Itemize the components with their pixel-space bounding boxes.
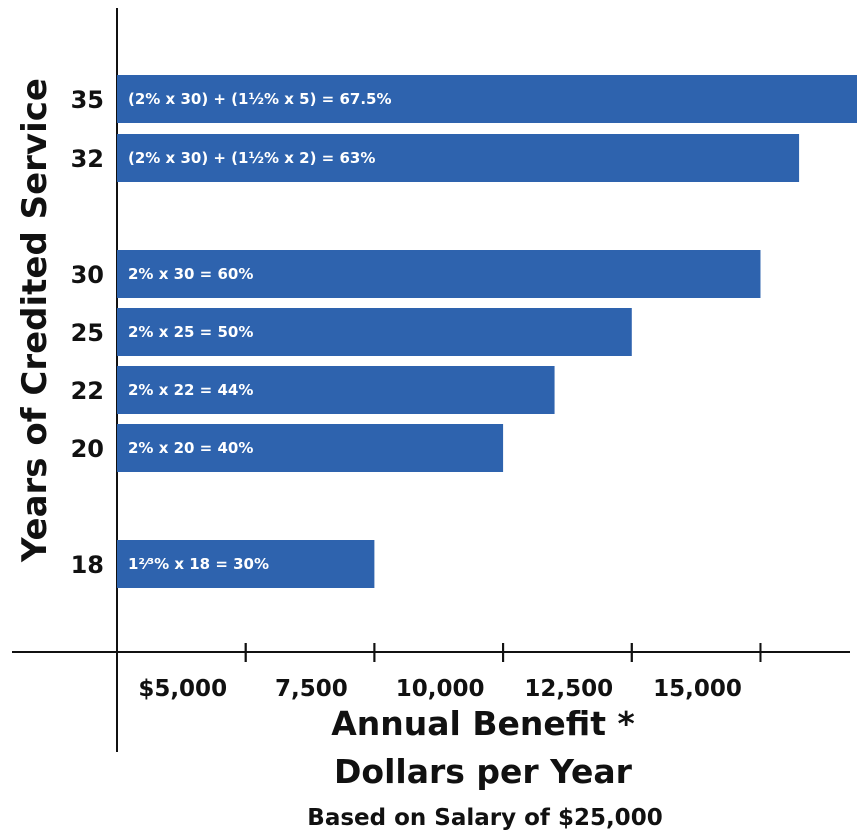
category-label-18: 18 [71, 551, 104, 579]
salary-note: Based on Salary of $25,000 [307, 805, 662, 831]
category-labels-group: 35 32 30 25 22 20 18 [71, 86, 104, 579]
x-tick-label-15000: 15,000 [653, 676, 742, 702]
bar-22 [117, 366, 555, 414]
bar-32 [117, 134, 800, 182]
x-tick-label-5000: $5,000 [138, 676, 227, 702]
x-ticks-group: $5,000 7,500 10,000 12,500 15,000 [138, 643, 762, 702]
category-label-22: 22 [71, 377, 104, 405]
category-label-32: 32 [71, 145, 104, 173]
bar-label-18: 1²⁄³% x 18 = 30% [128, 555, 269, 573]
bar-20 [117, 424, 504, 472]
x-tick-label-12500: 12,500 [524, 676, 613, 702]
bar-18 [117, 540, 375, 588]
bar-label-22: 2% x 22 = 44% [128, 381, 253, 399]
bars-group: (2% x 30) + (1½% x 5) = 67.5% (2% x 30) +… [117, 75, 857, 588]
bar-label-32: (2% x 30) + (1½% x 2) = 63% [128, 149, 375, 167]
bar-label-35: (2% x 30) + (1½% x 5) = 67.5% [128, 90, 392, 108]
category-label-30: 30 [71, 261, 104, 289]
y-axis-label: Years of Credited Service [15, 78, 55, 563]
bar-35 [117, 75, 857, 123]
x-axis-title: Annual Benefit * [331, 704, 634, 743]
bar-label-25: 2% x 25 = 50% [128, 323, 253, 341]
x-tick-label-7500: 7,500 [275, 676, 348, 702]
category-label-25: 25 [71, 319, 104, 347]
x-tick-label-10000: 10,000 [396, 676, 485, 702]
bar-label-30: 2% x 30 = 60% [128, 265, 253, 283]
category-label-35: 35 [71, 86, 104, 114]
bar-label-20: 2% x 20 = 40% [128, 439, 253, 457]
bar-25 [117, 308, 632, 356]
x-axis-subtitle: Dollars per Year [334, 752, 633, 791]
category-label-20: 20 [71, 435, 104, 463]
bar-30 [117, 250, 761, 298]
